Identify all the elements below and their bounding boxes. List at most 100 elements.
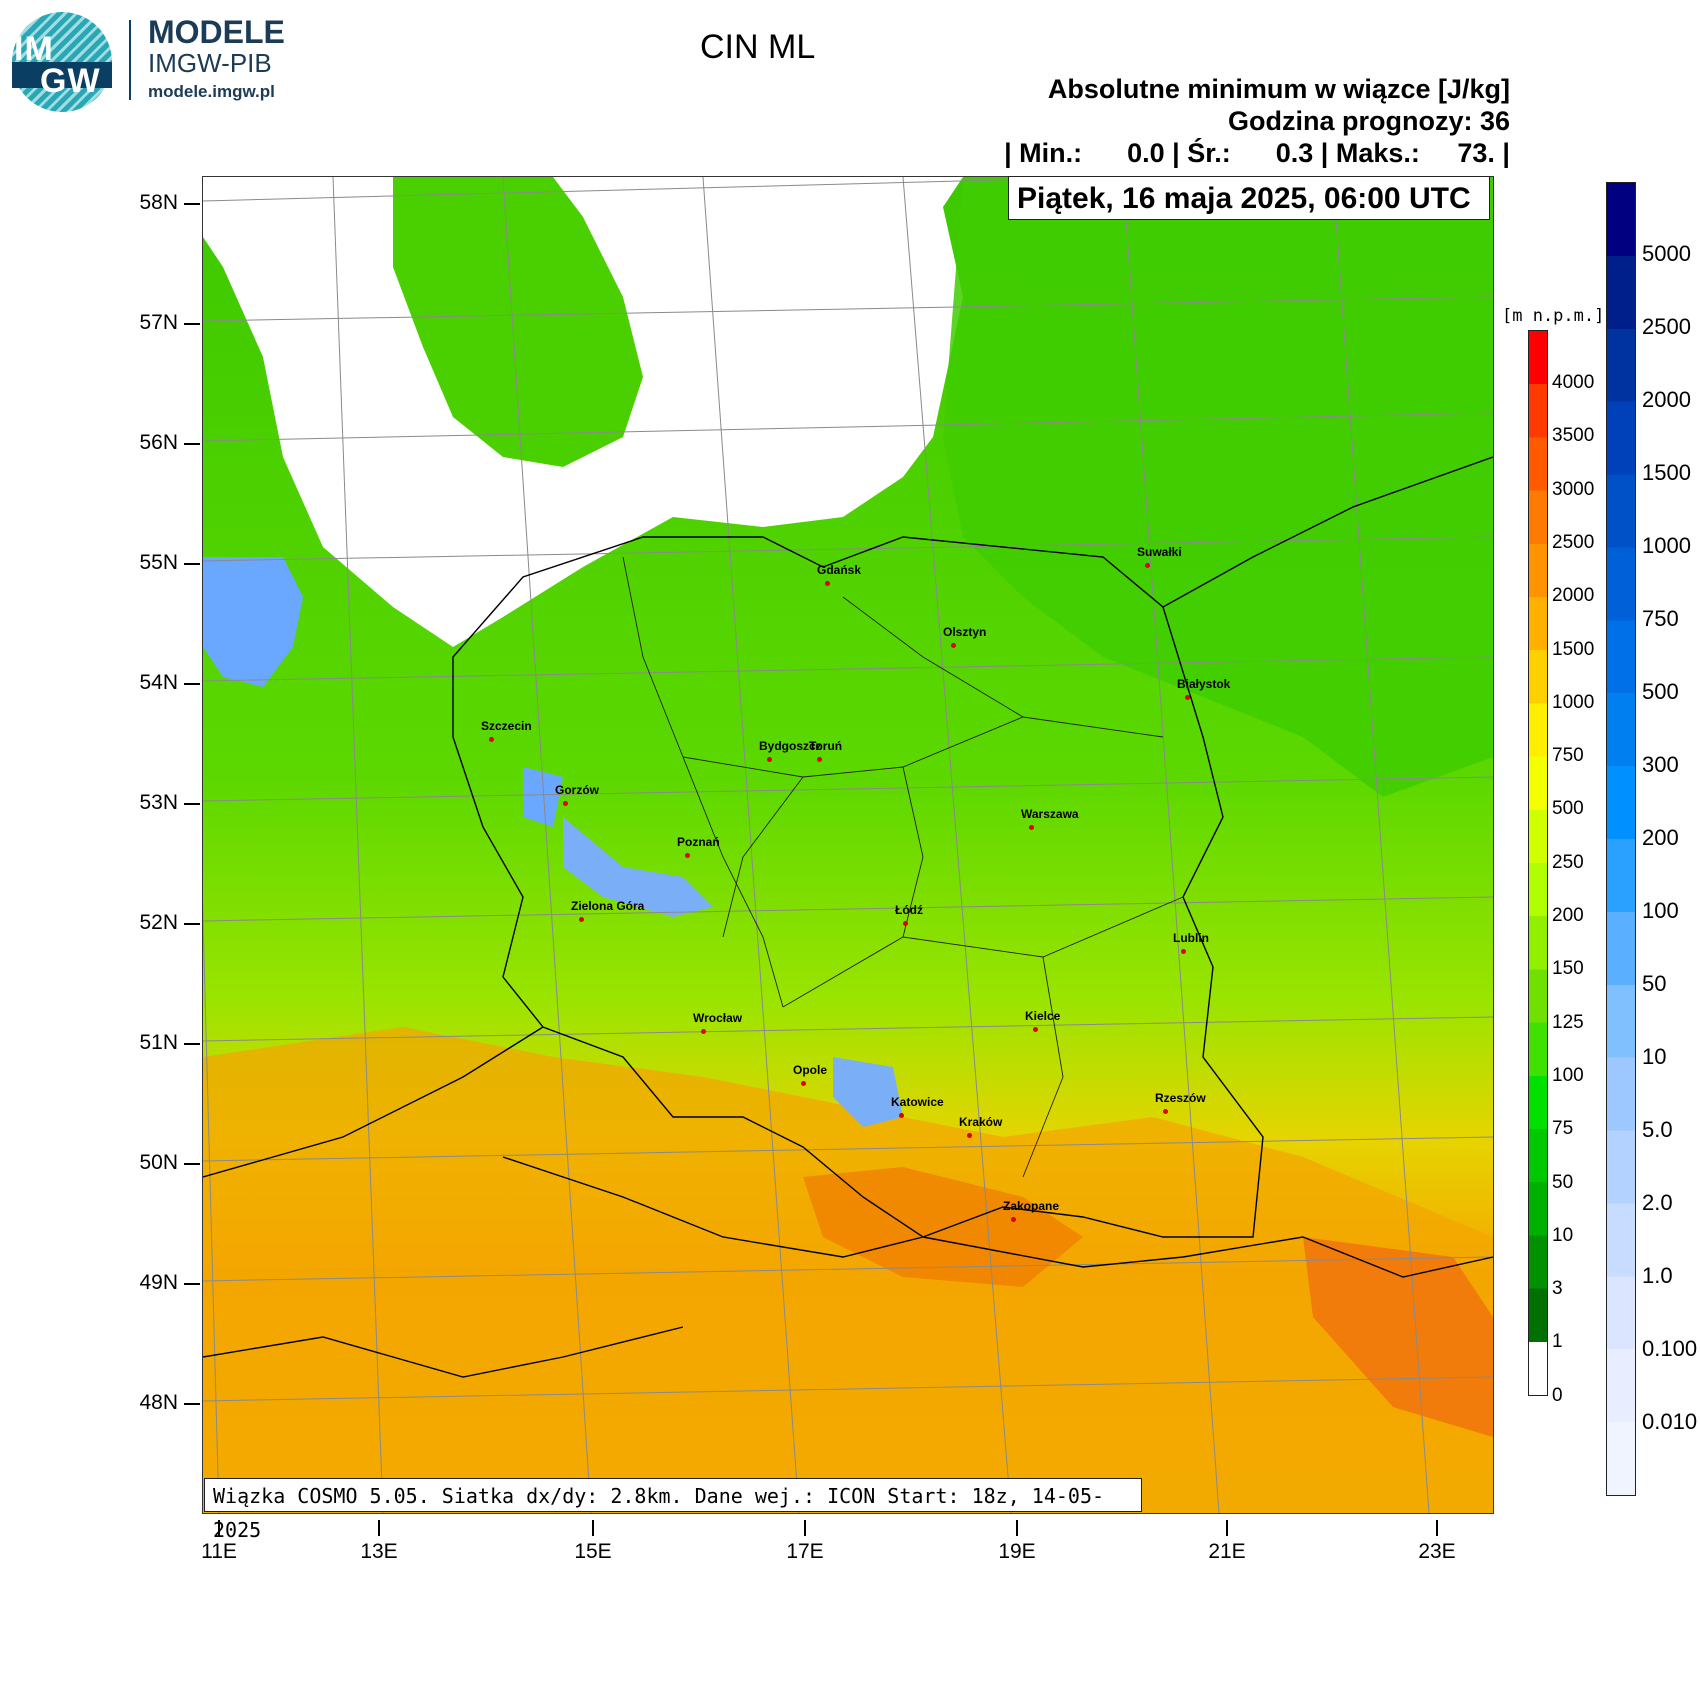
brand-url[interactable]: modele.imgw.pl — [148, 82, 275, 101]
lon-tick — [1436, 1520, 1438, 1536]
terrain-legend-label: 1 — [1552, 1331, 1563, 1353]
lat-label: 56N — [139, 431, 178, 454]
city-marker — [801, 1081, 806, 1086]
graticule — [203, 177, 1493, 1513]
city-label: Opole — [793, 1063, 828, 1077]
lat-label: 49N — [139, 1271, 178, 1294]
terrain-legend-label: 200 — [1552, 905, 1584, 926]
lat-label: 54N — [139, 671, 178, 694]
city-marker — [899, 1113, 904, 1118]
lat-tick — [184, 1403, 200, 1405]
terrain-legend-label: 3000 — [1552, 478, 1595, 500]
cin-legend-label: 2.0 — [1642, 1190, 1673, 1215]
lon-tick — [592, 1520, 594, 1536]
country-borders — [203, 456, 1493, 1378]
terrain-legend-label: 100 — [1552, 1064, 1584, 1086]
city-label: Katowice — [891, 1095, 944, 1109]
southern-region — [203, 1027, 1493, 1513]
cin-colorbar — [1606, 182, 1636, 1496]
carpathians-east — [1303, 1237, 1493, 1437]
lat-tick — [184, 203, 200, 205]
date-box: Piątek, 16 maja 2025, 06:00 UTC — [1008, 176, 1490, 220]
terrain-legend-label: 1500 — [1552, 638, 1595, 660]
lon-label: 15E — [574, 1540, 612, 1563]
brand-line1: MODELE — [148, 14, 285, 50]
cin-legend-label: 50 — [1642, 971, 1667, 996]
city-marker — [489, 737, 494, 742]
cin-legend-label: 10 — [1642, 1044, 1667, 1069]
city-label: Rzeszów — [1155, 1091, 1206, 1105]
terrain-legend-label: 150 — [1552, 958, 1584, 980]
lat-tick — [184, 1283, 200, 1285]
terrain-legend-label: 4000 — [1552, 372, 1595, 393]
brand-separator — [129, 20, 131, 100]
terrain-legend-label: 0 — [1552, 1384, 1563, 1406]
city-marker — [579, 917, 584, 922]
cin-patch-katowice — [833, 1057, 903, 1127]
baltic-states — [943, 177, 1493, 797]
terrain-legend-label: 1000 — [1552, 691, 1595, 713]
terrain-unit: [m n.p.m.] — [1502, 306, 1605, 326]
lon-label: 11E — [201, 1540, 237, 1563]
city-label: Gorzów — [555, 783, 599, 797]
cin-legend-label: 200 — [1642, 825, 1679, 850]
city-marker — [967, 1133, 972, 1138]
city-label: Zielona Góra — [571, 899, 645, 913]
lat-tick — [184, 1163, 200, 1165]
city-marker — [903, 921, 908, 926]
lon-label: 21E — [1208, 1540, 1246, 1563]
lat-tick — [184, 563, 200, 565]
lon-tick — [218, 1520, 220, 1536]
city-label: Lublin — [1173, 931, 1209, 945]
lon-label: 19E — [998, 1540, 1036, 1563]
lat-tick — [184, 443, 200, 445]
cin-patch-rugen — [203, 557, 303, 687]
map-canvas — [203, 177, 1493, 1513]
lon-tick — [1016, 1520, 1018, 1536]
lon-label: 13E — [360, 1540, 398, 1563]
cin-legend-label: 2000 — [1642, 387, 1691, 412]
city-label: Białystok — [1177, 677, 1231, 691]
map-subtitle: Absolutne minimum w wiązce [J/kg] — [1047, 74, 1510, 104]
lon-tick — [378, 1520, 380, 1536]
cin-legend-label: 1000 — [1642, 533, 1691, 558]
city-marker — [951, 643, 956, 648]
terrain-legend-label: 125 — [1552, 1011, 1584, 1033]
lat-tick — [184, 683, 200, 685]
imgw-logo-band — [12, 62, 112, 88]
lat-label: 57N — [139, 311, 178, 334]
terrain-legend-label: 250 — [1552, 851, 1584, 873]
city-marker — [1181, 949, 1186, 954]
lon-label: 17E — [786, 1540, 824, 1563]
voivodeship-borders — [622, 556, 1184, 1178]
terrain-legend-label: 50 — [1552, 1171, 1574, 1193]
brand-line2: IMGW-PIB — [148, 48, 272, 78]
terrain-legend-label: 3500 — [1552, 425, 1595, 447]
cin-legend-label: 0.010 — [1642, 1409, 1698, 1434]
city-label: Szczecin — [481, 719, 532, 733]
city-label: Olsztyn — [943, 625, 987, 639]
city-marker — [1033, 1027, 1038, 1032]
terrain-legend-label: 10 — [1552, 1224, 1574, 1246]
lat-tick — [184, 803, 200, 805]
lat-label: 48N — [139, 1391, 178, 1414]
city-marker — [1185, 695, 1190, 700]
city-label: Warszawa — [1021, 807, 1079, 821]
city-label: Wrocław — [693, 1011, 743, 1025]
city-label: Poznań — [677, 835, 720, 849]
lat-tick — [184, 323, 200, 325]
cin-patch-zielona — [563, 817, 713, 917]
tatra-high — [803, 1167, 1083, 1287]
city-marker — [767, 757, 772, 762]
stats-line: | Min.: 0.0 | Śr.: 0.3 | Maks.: 73. | — [1004, 138, 1510, 168]
lat-tick — [184, 923, 200, 925]
terrain-legend-label: 750 — [1552, 745, 1584, 767]
city-label: Suwałki — [1137, 545, 1182, 559]
cin-patch-gorzow — [523, 767, 563, 827]
city-marker — [825, 581, 830, 586]
cin-legend-label: 0.100 — [1642, 1336, 1698, 1361]
city-marker — [1145, 563, 1150, 568]
city-marker — [1163, 1109, 1168, 1114]
terrain-colorbar — [1528, 330, 1548, 1396]
lat-label: 58N — [139, 191, 178, 214]
